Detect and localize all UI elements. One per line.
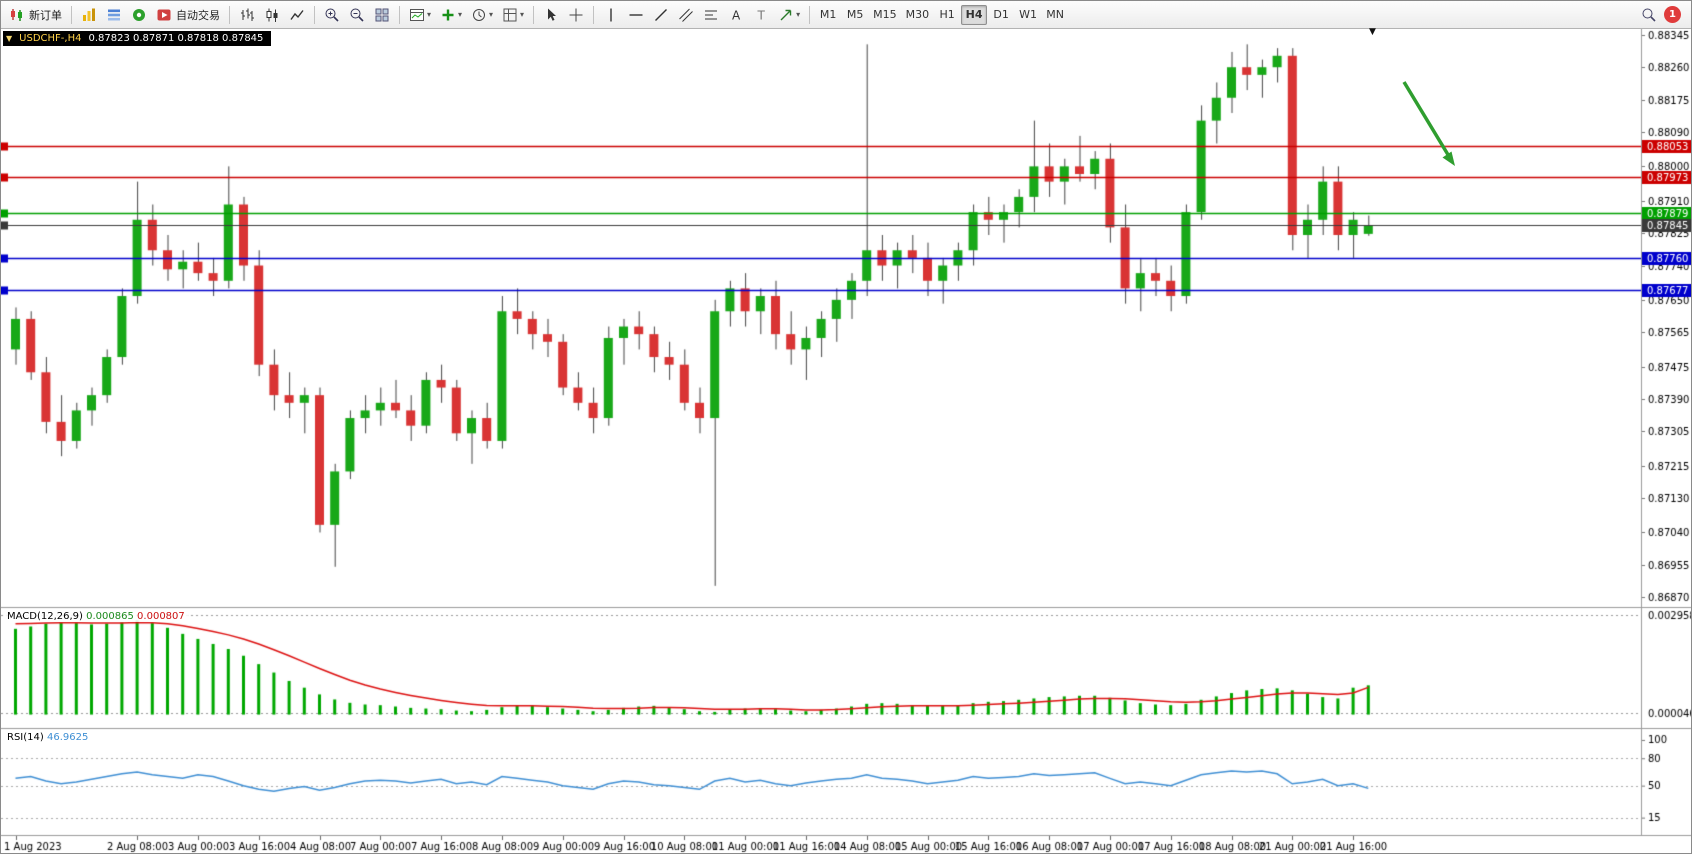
navigator-button[interactable] (127, 4, 151, 26)
tile-windows-button[interactable] (370, 4, 394, 26)
new-order-label: 新订单 (29, 8, 62, 22)
svg-text:A: A (732, 8, 741, 22)
line-chart-button[interactable] (285, 4, 309, 26)
timeframe-h1[interactable]: H1 (934, 5, 960, 25)
candlestick-chart-button[interactable] (260, 4, 284, 26)
indicators-button[interactable]: ▾ (436, 4, 466, 26)
new-chart-icon (409, 7, 425, 23)
macd-indicator-label: MACD(12,26,9) 0.000865 0.000807 (4, 611, 188, 622)
arrows-button[interactable]: ▾ (774, 4, 804, 26)
rsi-value: 46.9625 (46, 732, 89, 743)
dropdown-caret[interactable]: ▾ (458, 10, 463, 19)
timeframe-mn[interactable]: MN (1042, 5, 1068, 25)
rsi-name: RSI(14) (7, 732, 44, 743)
new-order-icon (9, 7, 25, 23)
chart-title-bar: ▼ USDCHF-,H4 0.87823 0.87871 0.87818 0.8… (3, 31, 272, 46)
new-chart-button[interactable]: ▾ (405, 4, 435, 26)
toolbar-separator (809, 5, 811, 24)
navigator-icon (131, 7, 147, 23)
crosshair-icon (568, 7, 584, 23)
zoom-out-button[interactable] (345, 4, 369, 26)
fibonacci-button[interactable] (699, 4, 723, 26)
price-chart-canvas[interactable] (1, 29, 1691, 853)
trendline-icon (653, 7, 669, 23)
horizontal-line-icon (628, 7, 644, 23)
line-chart-icon (289, 7, 305, 23)
ohlc-values: 0.87823 0.87871 0.87818 0.87845 (88, 33, 264, 44)
data-window-icon (106, 7, 122, 23)
new-order-button[interactable]: 新订单 (5, 4, 66, 26)
timeframe-m1[interactable]: M1 (815, 5, 841, 25)
macd-signal-value: 0.000807 (137, 611, 185, 622)
search-button[interactable] (1637, 4, 1661, 26)
vertical-line-button[interactable] (599, 4, 623, 26)
chart-scroll-marker-icon[interactable]: ▼ (1369, 27, 1376, 37)
macd-main-value: 0.000865 (86, 611, 134, 622)
auto-trading-icon (156, 7, 172, 23)
cursor-button[interactable] (539, 4, 563, 26)
toolbar-separator (229, 5, 230, 24)
arrows-icon (778, 7, 794, 23)
fibonacci-icon (703, 7, 719, 23)
dropdown-caret[interactable]: ▾ (427, 10, 432, 19)
equidistant-channel-button[interactable] (674, 4, 698, 26)
chart-collapse-icon[interactable]: ▼ (6, 34, 13, 43)
periods-clock-icon (471, 7, 487, 23)
chart-window: ▼ USDCHF-,H4 0.87823 0.87871 0.87818 0.8… (1, 27, 1691, 853)
vertical-line-icon (603, 7, 619, 23)
periods-button[interactable]: ▾ (467, 4, 497, 26)
text-label-icon: T (753, 7, 769, 23)
timeframe-m15[interactable]: M15 (869, 5, 901, 25)
zoom-out-icon (349, 7, 365, 23)
trend-arrow-annotation[interactable] (1396, 74, 1466, 179)
timeframe-m5[interactable]: M5 (842, 5, 868, 25)
text-label-button[interactable]: T (749, 4, 773, 26)
dropdown-caret[interactable]: ▾ (489, 10, 494, 19)
auto-trading-label: 自动交易 (176, 8, 220, 22)
search-icon (1641, 7, 1657, 23)
main-toolbar: 新订单 自动交易 ▾ ▾ ▾ ▾ A T ▾ M1 (1, 1, 1691, 29)
market-watch-icon (81, 7, 97, 23)
templates-button[interactable]: ▾ (498, 4, 528, 26)
templates-icon (502, 7, 518, 23)
zoom-in-icon (324, 7, 340, 23)
svg-text:T: T (757, 8, 766, 22)
timeframe-m30[interactable]: M30 (902, 5, 934, 25)
timeframe-d1[interactable]: D1 (988, 5, 1014, 25)
text-button[interactable]: A (724, 4, 748, 26)
toolbar-separator (533, 5, 535, 24)
crosshair-button[interactable] (564, 4, 588, 26)
dropdown-caret[interactable]: ▾ (520, 10, 525, 19)
zoom-in-button[interactable] (320, 4, 344, 26)
toolbar-separator (314, 5, 315, 24)
market-watch-button[interactable] (77, 4, 101, 26)
bar-chart-icon (239, 7, 255, 23)
equidistant-channel-icon (678, 7, 694, 23)
rsi-indicator-label: RSI(14) 46.9625 (4, 732, 92, 743)
horizontal-line-button[interactable] (624, 4, 648, 26)
dropdown-caret[interactable]: ▾ (796, 10, 801, 19)
tile-windows-icon (374, 7, 390, 23)
trendline-button[interactable] (649, 4, 673, 26)
cursor-icon (543, 7, 559, 23)
toolbar-separator (71, 5, 72, 24)
auto-trading-button[interactable]: 自动交易 (152, 4, 224, 26)
macd-name: MACD(12,26,9) (7, 611, 83, 622)
timeframe-h4[interactable]: H4 (961, 4, 988, 25)
toolbar-separator (399, 5, 400, 24)
toolbar-separator (593, 5, 595, 24)
bar-chart-button[interactable] (235, 4, 259, 26)
text-icon: A (728, 7, 744, 23)
data-window-button[interactable] (102, 4, 126, 26)
candlestick-chart-icon (264, 7, 280, 23)
notification-badge[interactable]: 1 (1664, 6, 1681, 23)
indicators-icon (440, 7, 456, 23)
symbol-period-label: USDCHF-,H4 (19, 33, 82, 44)
timeframe-w1[interactable]: W1 (1015, 5, 1041, 25)
